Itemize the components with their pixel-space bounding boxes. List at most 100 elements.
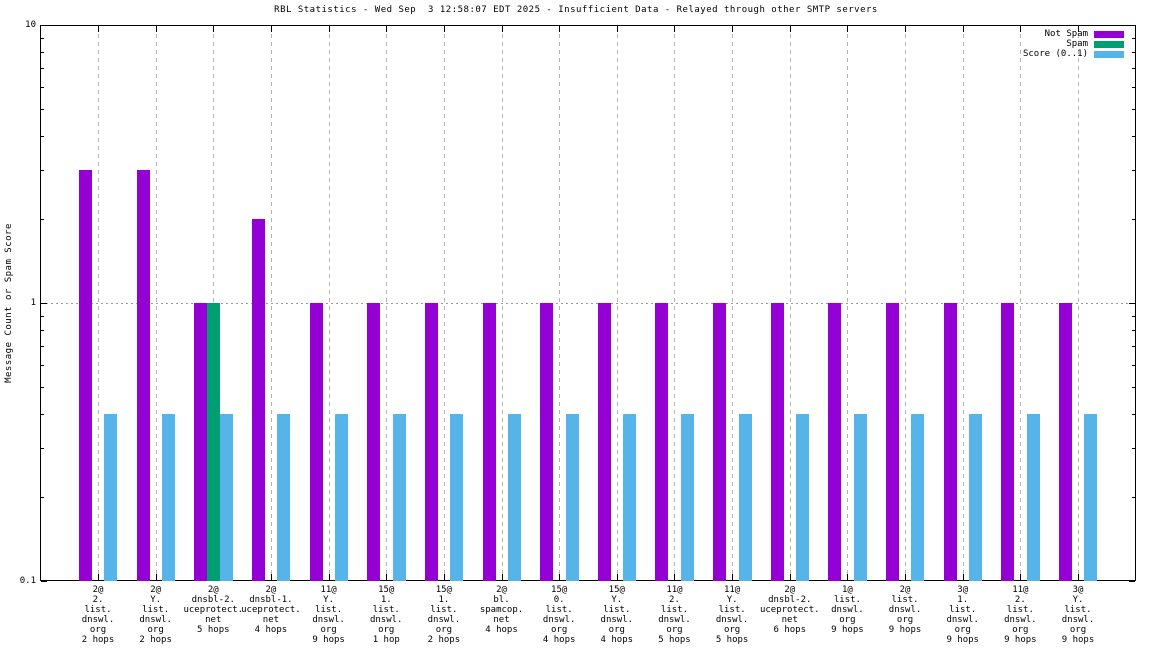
axis-tick bbox=[98, 574, 99, 580]
x-category-label: 2@ bl. spamcop. net 4 hops bbox=[479, 585, 524, 635]
bar-score-0-1 bbox=[623, 414, 636, 581]
x-category-label: 11@ Y. list. dnswl. org 9 hops bbox=[312, 585, 345, 645]
legend-swatch-not-spam bbox=[1094, 31, 1124, 38]
axis-tick bbox=[41, 315, 44, 317]
bar-not-spam bbox=[540, 303, 553, 581]
axis-tick bbox=[1129, 581, 1135, 582]
x-category-label: 15@ 0. list. dnswl. org 4 hops bbox=[542, 585, 576, 645]
x-category-label: 2@ 2. list. dnswl. org 2 hops bbox=[81, 585, 115, 645]
bar-score-0-1 bbox=[681, 414, 694, 581]
x-category-label: 15@ 1. list. dnswl. org 2 hops bbox=[427, 585, 461, 645]
x-category-label: 2@ list. dnswl. org 9 hops bbox=[888, 585, 922, 635]
axis-tick bbox=[41, 108, 44, 110]
axis-tick bbox=[443, 26, 445, 32]
bar-not-spam bbox=[137, 170, 150, 581]
bar-score-0-1 bbox=[969, 414, 982, 581]
axis-tick bbox=[732, 574, 734, 580]
axis-tick bbox=[847, 26, 849, 32]
axis-tick bbox=[41, 68, 44, 70]
axis-tick bbox=[1132, 346, 1135, 348]
legend-item: Score (0..1) bbox=[940, 49, 1132, 59]
x-category-label: 3@ 1. list. dnswl. org 9 hops bbox=[946, 585, 979, 645]
plot-area bbox=[40, 25, 1136, 582]
axis-tick bbox=[1132, 315, 1135, 317]
axis-tick bbox=[41, 346, 44, 348]
axis-tick bbox=[1132, 386, 1135, 388]
axis-tick bbox=[674, 26, 676, 32]
axis-tick bbox=[905, 574, 907, 580]
bar-score-0-1 bbox=[162, 414, 175, 581]
axis-tick bbox=[270, 574, 272, 580]
axis-tick bbox=[1020, 26, 1022, 32]
axis-tick bbox=[98, 26, 99, 32]
bar-not-spam bbox=[252, 219, 265, 581]
axis-tick bbox=[41, 37, 44, 39]
axis-tick bbox=[789, 574, 791, 580]
axis-tick bbox=[1132, 51, 1135, 53]
x-category-label: 2@ Y. list. dnswl. org 2 hops bbox=[139, 585, 172, 645]
axis-tick bbox=[1129, 303, 1135, 304]
chart-title: RBL Statistics - Wed Sep 3 12:58:07 EDT … bbox=[274, 5, 878, 15]
axis-tick bbox=[616, 574, 618, 580]
bar-not-spam bbox=[944, 303, 957, 581]
x-category-label: 11@ Y. list. dnswl. org 5 hops bbox=[715, 585, 749, 645]
bar-not-spam bbox=[425, 303, 438, 581]
bar-score-0-1 bbox=[1027, 414, 1040, 581]
bar-score-0-1 bbox=[739, 414, 752, 581]
axis-tick bbox=[1132, 108, 1135, 110]
axis-tick bbox=[1132, 448, 1135, 450]
bar-score-0-1 bbox=[854, 414, 867, 581]
bar-not-spam bbox=[771, 303, 784, 581]
legend-item-label: Not Spam bbox=[1044, 29, 1088, 39]
x-category-label: 2@ dnsbl-2. uceprotect. net 5 hops bbox=[183, 585, 244, 635]
axis-tick bbox=[41, 581, 47, 582]
x-category-label: 11@ 2. list. dnswl. org 5 hops bbox=[658, 585, 691, 645]
axis-tick bbox=[1132, 364, 1135, 366]
axis-tick bbox=[1129, 25, 1135, 26]
axis-tick bbox=[559, 574, 561, 580]
bar-score-0-1 bbox=[508, 414, 521, 581]
axis-tick bbox=[1132, 86, 1135, 88]
bar-not-spam bbox=[598, 303, 611, 581]
axis-tick bbox=[501, 26, 503, 32]
axis-tick bbox=[41, 51, 44, 53]
axis-tick bbox=[41, 448, 44, 450]
axis-tick bbox=[270, 26, 272, 32]
bar-not-spam bbox=[713, 303, 726, 581]
axis-tick bbox=[1132, 170, 1135, 172]
axis-tick bbox=[328, 574, 330, 580]
axis-tick bbox=[155, 26, 157, 32]
grid-hline-1 bbox=[41, 303, 1135, 304]
axis-tick bbox=[386, 574, 388, 580]
x-category-label: 2@ dnsbl-2. uceprotect. net 6 hops bbox=[759, 585, 820, 635]
axis-tick bbox=[674, 574, 676, 580]
axis-tick bbox=[732, 26, 734, 32]
legend-item-label: Score (0..1) bbox=[1022, 49, 1088, 59]
axis-tick bbox=[213, 26, 215, 32]
axis-tick bbox=[1020, 574, 1022, 580]
bar-score-0-1 bbox=[796, 414, 809, 581]
axis-tick bbox=[1132, 37, 1135, 39]
bar-score-0-1 bbox=[393, 414, 406, 581]
axis-tick bbox=[962, 26, 964, 32]
axis-tick bbox=[41, 364, 44, 366]
bar-score-0-1 bbox=[566, 414, 579, 581]
axis-tick bbox=[41, 219, 44, 221]
axis-tick bbox=[962, 574, 964, 580]
axis-tick bbox=[41, 170, 44, 172]
bar-not-spam bbox=[1001, 303, 1014, 581]
axis-tick bbox=[1132, 219, 1135, 221]
y-tick-label: 1 bbox=[30, 298, 36, 308]
bar-not-spam bbox=[655, 303, 668, 581]
bar-not-spam bbox=[828, 303, 841, 581]
axis-tick bbox=[386, 26, 388, 32]
axis-tick bbox=[41, 413, 44, 415]
bar-not-spam bbox=[310, 303, 323, 581]
axis-tick bbox=[1078, 26, 1079, 32]
axis-tick bbox=[905, 26, 907, 32]
axis-tick bbox=[41, 329, 44, 331]
bar-score-0-1 bbox=[104, 414, 117, 581]
bar-not-spam bbox=[483, 303, 496, 581]
axis-tick bbox=[155, 574, 157, 580]
